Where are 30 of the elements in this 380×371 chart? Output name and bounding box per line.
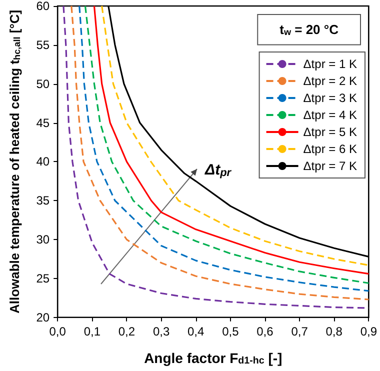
annotation: Δtpr [204,162,232,179]
x-tick-label: 0,8 [326,324,343,338]
y-tick-label: 40 [36,154,50,169]
legend-label: Δtpr = 7 K [303,159,358,173]
x-axis-title: Angle factor Fd1-hc [-] [144,350,282,366]
legend-label: Δtpr = 1 K [303,57,358,71]
y-tick-label: 55 [36,38,50,52]
y-tick-label: 30 [36,232,50,247]
legend-label: Δtpr = 2 K [303,74,358,88]
y-tick-label: 45 [36,116,50,130]
annotation: tw = 20 °C [280,22,340,38]
y-tick-label: 35 [36,194,50,208]
x-tick-label: 0,0 [49,324,66,338]
y-tick-label: 20 [36,310,50,324]
x-tick-label: 0,3 [152,324,170,338]
x-tick-label: 0,6 [256,324,274,338]
x-tick-label: 0,2 [118,324,136,338]
y-tick-label: 25 [36,271,50,286]
legend-label: Δtpr = 3 K [303,91,358,105]
x-tick-label: 0,9 [360,324,378,338]
y-tick-label: 50 [36,76,50,91]
legend-label: Δtpr = 4 K [303,108,358,122]
x-tick-label: 0,5 [222,324,240,338]
legend-label: Δtpr = 6 K [303,142,358,156]
y-tick-label: 60 [36,0,50,13]
x-tick-label: 0,4 [188,324,205,338]
x-tick-label: 0,1 [84,324,101,338]
legend-label: Δtpr = 5 K [303,125,358,139]
y-axis-title: Allowable temperature of heated ceiling thc,all [°C] [7,10,22,314]
x-tick-label: 0,7 [291,324,308,338]
